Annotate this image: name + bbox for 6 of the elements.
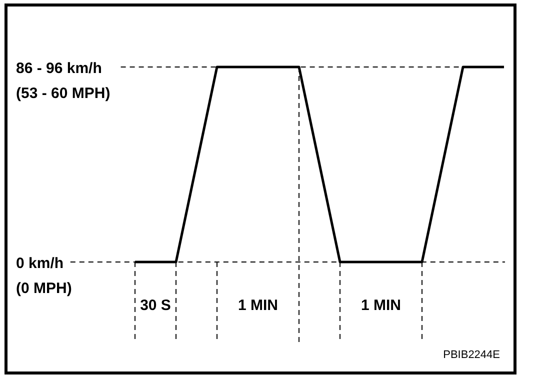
text: 1 MIN xyxy=(360,297,402,314)
text: PBIB2244E xyxy=(443,349,500,361)
text: 86 - 96 km/h (53 - 60 MPH) xyxy=(16,60,110,102)
text: 30 S xyxy=(140,297,171,314)
text: 0 km/h (0 MPH) xyxy=(16,255,72,297)
text: 1 MIN xyxy=(238,297,278,314)
